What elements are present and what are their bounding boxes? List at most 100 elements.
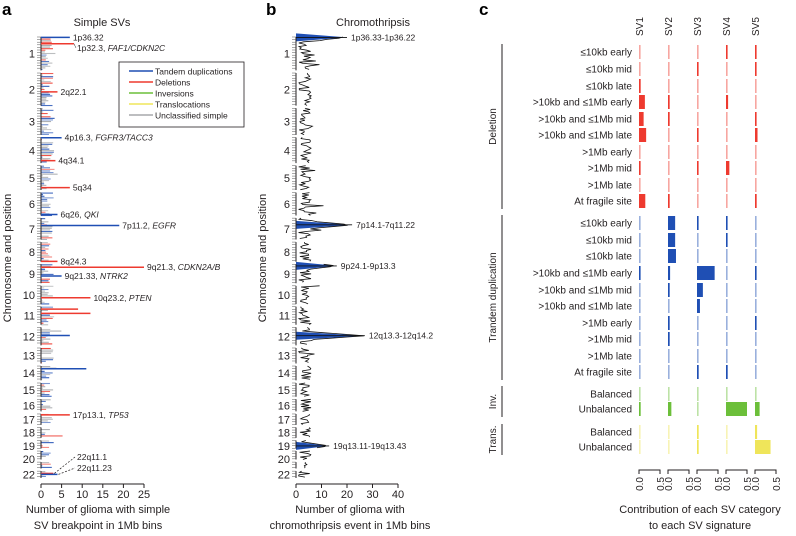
contribution-bar [639,79,641,93]
contribution-bar [726,178,728,192]
contribution-bar [668,194,670,208]
chromothripsis-line [298,192,324,216]
contribution-bar [639,349,641,363]
panel-b-chromosome-label: 4 [284,145,290,157]
panel-a-x-tick-label: 15 [97,489,109,501]
contribution-bar [668,161,670,175]
panel-b-title: Chromothripsis [336,17,410,29]
contribution-bar [755,62,757,76]
panel-a-chromosome-label: 20 [23,454,35,466]
contribution-bar [726,299,728,313]
panel-a-chromosome-label: 7 [29,224,35,236]
contribution-bar [668,233,676,247]
chromothripsis-peak-label: 1p36.33-1p36.22 [351,32,416,42]
contribution-bar [697,249,699,263]
contribution-bar [668,178,670,192]
contribution-bar [755,128,758,142]
chromothripsis-line [300,285,320,305]
chromothripsis-peak-label: 19q13.11-19q13.43 [333,441,406,451]
contribution-bar [726,440,728,454]
category-label: >10kb and ≤1Mb early [533,269,632,280]
contribution-bar [697,233,699,247]
contribution-bar [755,365,757,379]
panel-b-x-tick-label: 40 [392,489,404,501]
category-label: At fragile site [574,197,632,208]
peak-annotation: 2q22.1 [60,87,86,97]
contribution-bar [755,145,757,159]
contribution-bar [697,79,699,93]
peak-annotation: 4p16.3, FGFR3/TACC3 [65,133,153,143]
panel-a-chromosome-label: 2 [29,84,35,96]
contribution-bar [726,216,728,230]
contribution-bar [697,440,699,454]
contribution-bar [755,283,757,297]
contribution-bar [755,349,757,363]
panel-b-x-tick-label: 0 [293,489,299,501]
annotation-leader-line [58,467,76,475]
contribution-bar [668,283,670,297]
panel-a-chromosome-label: 8 [29,247,35,259]
chromothripsis-line [297,306,312,325]
peak-gene-label: CDKN2A/B [178,262,221,272]
category-label: ≤10kb mid [586,236,632,247]
contribution-bar [755,402,760,416]
contribution-bar [726,365,728,379]
contribution-bar [697,316,699,330]
signature-x-tick-label: 0.0 [664,477,675,491]
peak-annotation: 8q24.3 [60,256,86,266]
category-label: ≤10kb late [586,252,633,263]
contribution-bar [755,95,757,109]
category-label: >10kb and ≤1Mb mid [538,286,632,297]
chromothripsis-line [298,382,310,397]
contribution-bar [726,161,730,175]
contribution-bar [668,216,676,230]
annotation-leader-line [73,43,77,49]
peak-gene-label: PTEN [129,293,153,303]
contribution-bar [639,178,641,192]
peak-annotation: 10q23.2, PTEN [93,293,152,303]
legend: Tandem duplicationsDeletionsInversionsTr… [118,61,245,128]
category-label: ≤10kb late [586,82,633,93]
category-label: >1Mb mid [588,335,632,346]
panel-b-chromosome-label: 14 [278,368,290,380]
contribution-bar [639,161,641,175]
peak-annotation: 1p36.32 [73,32,104,42]
category-label: At fragile site [574,368,632,379]
panel-c-chart: SV1 SV2 SV3 SV4 SV5 Deletion ≤10kb early ≤10kb … [488,17,783,491]
contribution-bar [668,316,670,330]
peak-band-label: 1p36.32 [73,32,104,42]
panel-label-b: b [266,0,276,19]
contribution-bar [697,194,699,208]
panel-b-chromosome-label: 2 [284,84,290,96]
contribution-bar [697,178,699,192]
contribution-bar [697,45,699,59]
contribution-bar [755,425,758,439]
peak-gene-label: TP53 [108,410,129,420]
contribution-bar [668,95,670,109]
contribution-bar [755,299,757,313]
contribution-bar [726,45,728,59]
chromothripsis-line [299,107,314,136]
contribution-bar [726,349,728,363]
contribution-bar [697,299,700,313]
category-label: Unbalanced [579,405,632,416]
panel-b-xlabel-line1: Number of glioma with [295,504,404,516]
peak-gene-label: NTRK2 [100,271,128,281]
contribution-bar [755,194,757,208]
chromothripsis-line [301,365,312,380]
category-label: Balanced [590,390,632,401]
contribution-bar [639,95,645,109]
contribution-bar [726,402,747,416]
signature-x-tick-label: 0.0 [751,477,762,491]
contribution-bar [639,440,641,454]
peak-gene-label: FGFR3/TACC3 [95,133,153,143]
chromothripsis-line [303,461,308,469]
chromothripsis-line [298,263,334,283]
peak-annotation: 7p11.2, EGFR [122,221,176,231]
category-label: Balanced [590,428,632,439]
signature-x-tick-label: 0.5 [714,477,725,491]
contribution-bar [755,161,757,175]
chromothripsis-line [299,450,312,460]
chromothripsis-line [299,242,312,262]
category-label: >1Mb late [588,352,633,363]
